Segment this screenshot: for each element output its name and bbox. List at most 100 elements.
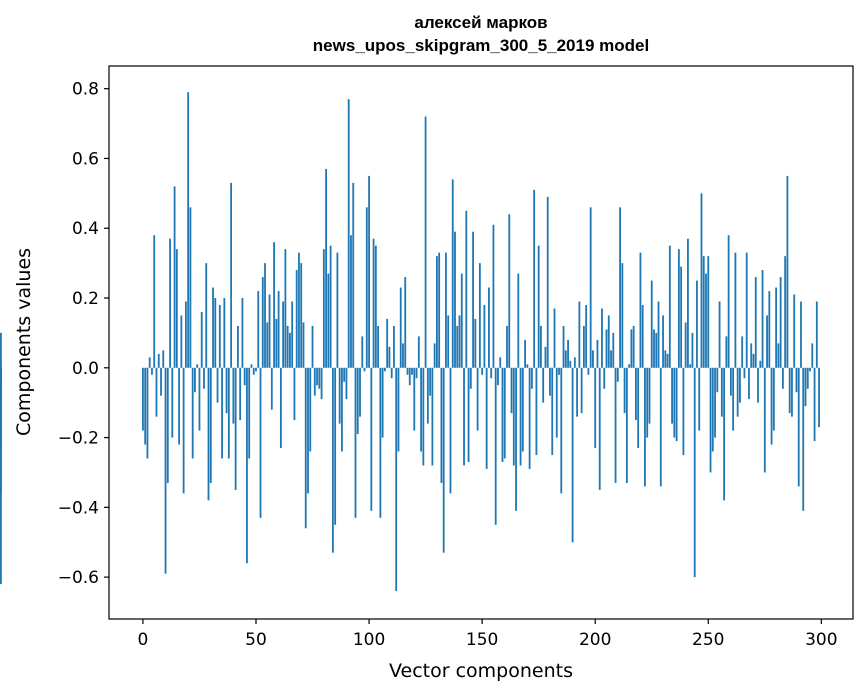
bar-169 [524, 339, 526, 368]
bar-270 [752, 353, 755, 368]
bar-46 [246, 367, 248, 564]
bar-94 [354, 367, 357, 518]
y-tick-label: −0.6 [58, 568, 99, 588]
bar-73 [307, 367, 309, 494]
bar-214 [625, 367, 628, 483]
bar-278 [770, 367, 773, 445]
x-tick-label: 200 [579, 630, 611, 650]
bar-60 [277, 291, 280, 368]
x-tick-label: 250 [692, 630, 724, 650]
bar-7 [157, 353, 160, 368]
bar-287 [791, 367, 793, 417]
bar-176 [540, 325, 542, 368]
bar-95 [356, 367, 359, 435]
bar-21 [189, 207, 192, 368]
bar-199 [592, 350, 594, 368]
bar-221 [641, 304, 644, 368]
y-axis-ticks: −0.6 −0.4 −0.2 0.0 0.2 0.4 0.6 0.8 [58, 80, 109, 588]
bar-14 [173, 186, 176, 368]
bar-129 [433, 343, 436, 368]
bar-283 [781, 367, 784, 389]
bar-29 [207, 367, 210, 501]
bar-132 [440, 367, 443, 483]
bar-72 [304, 367, 307, 529]
bar-68 [295, 270, 298, 368]
bar-162 [508, 214, 511, 368]
bar-49 [252, 367, 255, 375]
bar-160 [503, 367, 506, 459]
y-axis-label: Components values [13, 248, 35, 436]
bar-96 [359, 367, 361, 417]
bar-26 [200, 311, 203, 368]
bar-53 [261, 277, 264, 368]
bar-74 [309, 367, 312, 452]
bar-115 [402, 343, 404, 368]
bar-47 [248, 367, 251, 459]
bar-241 [687, 238, 689, 368]
bar-121 [415, 367, 418, 379]
bar-200 [594, 367, 597, 449]
y-tick-label: 0.8 [72, 80, 99, 100]
bar-205 [605, 329, 608, 368]
bar-50 [255, 367, 257, 372]
y-tick-label: 0.2 [72, 289, 99, 309]
bar-77 [316, 367, 318, 386]
bar-149 [478, 263, 481, 368]
bar-222 [644, 367, 646, 487]
bar-28 [205, 263, 208, 368]
bar-286 [788, 367, 791, 414]
bar-17 [180, 315, 183, 368]
x-tick-label: 150 [466, 630, 498, 650]
bar-255 [718, 301, 721, 368]
bar-173 [533, 189, 536, 368]
bar-series [0, 92, 820, 592]
bar-211 [619, 207, 621, 368]
bar-155 [492, 224, 495, 368]
bar-139 [456, 325, 459, 368]
bar-27 [203, 367, 205, 389]
bar-251 [709, 367, 712, 473]
bar-249 [705, 273, 707, 368]
bar-252 [711, 367, 714, 452]
bar-258 [725, 336, 728, 368]
bar-290 [797, 367, 800, 487]
bar-98 [363, 367, 366, 372]
bar-69 [298, 252, 300, 368]
bar-288 [793, 294, 796, 368]
bar-31 [212, 287, 214, 368]
bar-128 [431, 367, 434, 466]
bar-124 [422, 367, 425, 466]
bar-140 [458, 315, 461, 368]
bar-141 [460, 273, 463, 368]
bar-256 [720, 367, 723, 417]
bar-206 [607, 315, 610, 368]
bar-243 [691, 332, 694, 368]
bar-296 [811, 343, 814, 368]
bar-189 [569, 360, 572, 368]
bar-188 [567, 339, 569, 368]
bar-90 [345, 367, 348, 400]
bar-15 [175, 249, 178, 368]
bar-83 [329, 245, 332, 368]
x-tick-label: 0 [138, 630, 149, 650]
bar-65 [289, 332, 291, 368]
bar-245 [696, 280, 698, 368]
bar-63 [284, 249, 287, 368]
bar-119 [411, 367, 413, 375]
bar-281 [777, 343, 780, 368]
bar-101 [370, 367, 373, 511]
bar-39 [230, 182, 233, 368]
y-tick-label: −0.2 [58, 429, 99, 449]
bar-212 [621, 263, 624, 368]
bar-4 [151, 367, 153, 375]
bar-295 [809, 367, 811, 372]
bar-185 [560, 367, 563, 494]
bar-84 [331, 367, 334, 553]
bar-235 [673, 367, 676, 438]
bar-213 [623, 367, 626, 414]
bar-112 [395, 367, 398, 592]
bar-240 [684, 322, 687, 368]
bar-97 [361, 336, 364, 368]
bar-285 [786, 175, 789, 368]
bar-35 [221, 367, 223, 459]
